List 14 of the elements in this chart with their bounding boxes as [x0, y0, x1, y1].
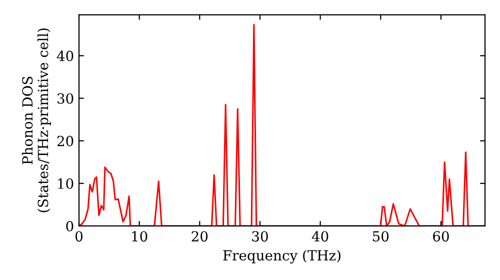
y-tick-label: 10: [58, 178, 74, 189]
y-tick-label: 40: [56, 50, 74, 62]
y-axis-title: Phonon DOS (States/THz·primitive cell): [22, 28, 51, 212]
x-tick-label: 30: [252, 231, 268, 242]
x-tick-label: 60: [433, 231, 449, 242]
y-tick-label: 20: [57, 136, 74, 146]
x-tick-label: 20: [192, 231, 208, 242]
x-tick-label: 0: [75, 231, 82, 242]
x-tick-label: 40: [312, 231, 328, 242]
y-tick-label: 0: [66, 220, 74, 232]
x-tick-label: 50: [372, 231, 389, 242]
y-tick-label: 30: [58, 93, 74, 104]
x-tick-label: 10: [132, 231, 148, 242]
x-axis-title: Frequency (THz): [223, 250, 340, 264]
